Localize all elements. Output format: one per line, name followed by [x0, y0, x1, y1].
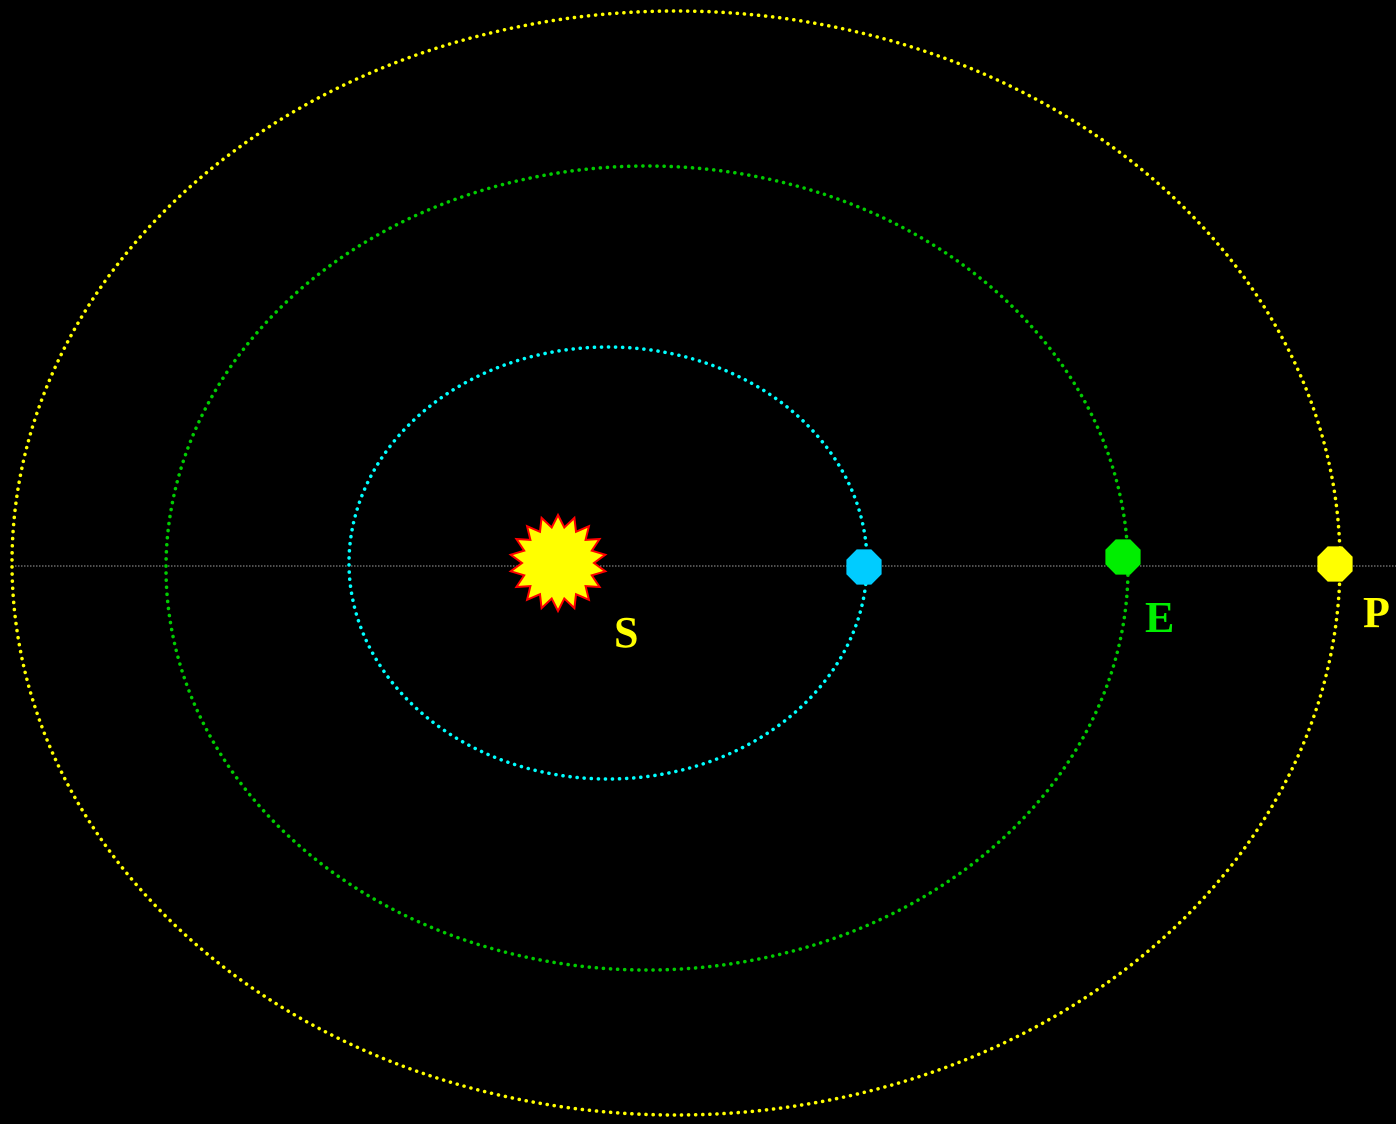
label-earth: E [1145, 593, 1174, 642]
inner-planet-icon [846, 549, 882, 585]
label-outer-planet: P [1363, 588, 1390, 637]
outer-planet-icon [1317, 546, 1353, 582]
earth-icon [1105, 539, 1141, 575]
sun-icon [508, 512, 608, 614]
label-sun: S [614, 608, 638, 657]
